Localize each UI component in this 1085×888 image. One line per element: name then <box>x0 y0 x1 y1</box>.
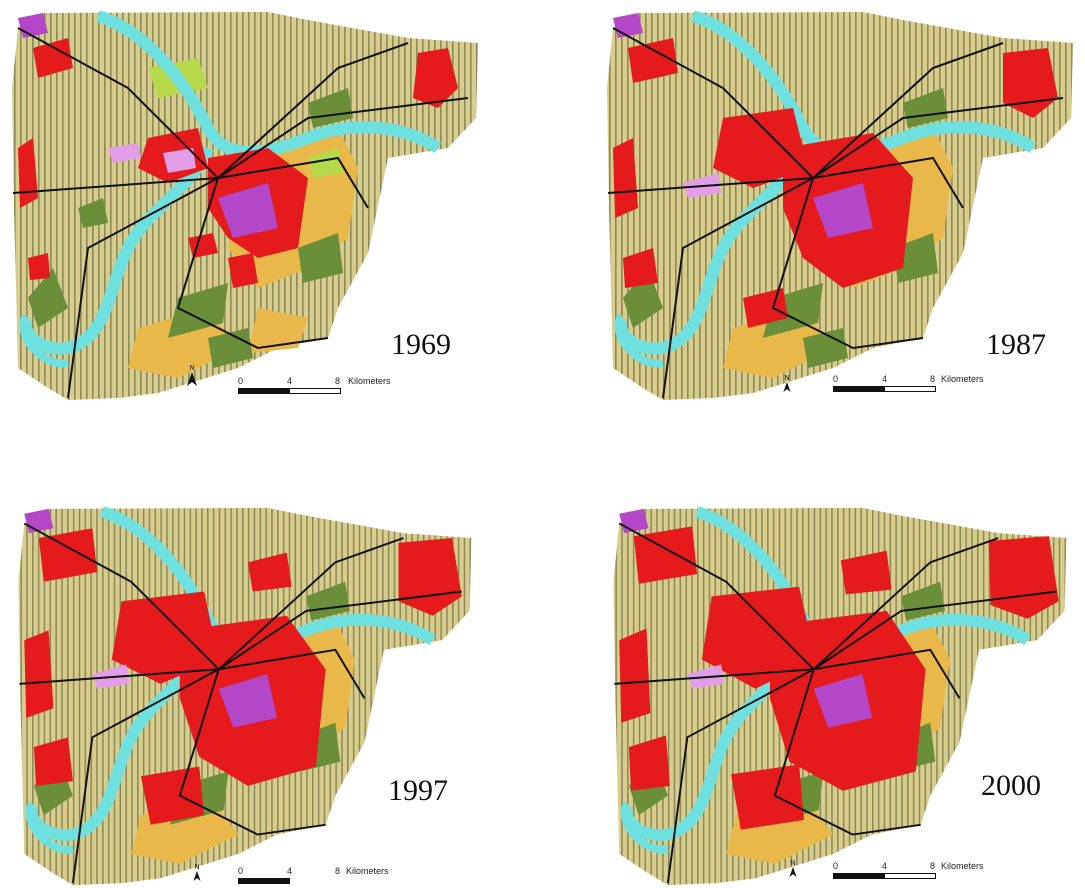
scale-unit: Kilometers <box>346 866 389 876</box>
year-label: 1997 <box>388 774 448 807</box>
scale-segment-black <box>238 388 290 394</box>
land-use-map <box>18 506 472 886</box>
north-arrow: N <box>780 375 794 392</box>
scale-tick-4: 4 <box>287 866 293 876</box>
north-arrow-icon <box>187 372 197 386</box>
scale-unit: Kilometers <box>941 374 984 384</box>
scale-bar: 0 4 8 Kilometers <box>236 866 396 888</box>
scale-segment-black <box>833 386 885 392</box>
scale-segment-black <box>238 878 290 884</box>
north-arrow: N <box>190 864 204 881</box>
north-arrow-icon <box>193 871 201 881</box>
scale-tick-8: 8 <box>335 866 341 876</box>
scale-tick-0: 0 <box>238 376 244 386</box>
scale-tick-0: 0 <box>833 861 839 871</box>
map-panel-1997: 1997 N 0 4 8 Kilometers <box>8 504 478 888</box>
road-network <box>614 522 1057 884</box>
north-arrow-icon <box>783 382 791 392</box>
scale-bar: 0 4 8 Kilometers <box>236 376 396 398</box>
road-network <box>607 27 1064 399</box>
north-label: N <box>189 365 195 372</box>
scale-bar: 0 4 8 Kilometers <box>831 374 991 396</box>
land-use-map <box>607 10 1073 400</box>
map-panel-2000: 2000 N 0 4 8 Kilometers <box>603 504 1073 888</box>
scale-tick-0: 0 <box>238 866 244 876</box>
scale-tick-8: 8 <box>930 374 936 384</box>
scale-tick-8: 8 <box>930 861 936 871</box>
scale-segment-black <box>833 873 885 879</box>
scale-segment-white <box>884 386 936 392</box>
scale-tick-4: 4 <box>882 861 888 871</box>
scale-tick-4: 4 <box>287 376 293 386</box>
forest-areas <box>28 88 353 368</box>
year-label: 2000 <box>981 769 1041 802</box>
land-use-map <box>613 506 1067 886</box>
scale-bar: 0 4 8 Kilometers <box>831 861 991 883</box>
north-label: N <box>790 860 796 867</box>
scale-tick-0: 0 <box>833 374 839 384</box>
scale-segment-white <box>289 388 341 394</box>
scale-unit: Kilometers <box>348 376 391 386</box>
north-label: N <box>194 864 200 871</box>
map-panel-1969: 1969 N 0 4 8 Kilometers <box>8 8 478 403</box>
river <box>19 10 442 355</box>
north-arrow: N <box>786 860 800 877</box>
scale-segment-white <box>884 873 936 879</box>
scale-tick-8: 8 <box>335 376 341 386</box>
north-arrow: N <box>185 365 199 386</box>
year-label: 1987 <box>986 328 1046 361</box>
road-network <box>19 522 462 884</box>
year-label: 1969 <box>391 328 451 361</box>
industrial-areas <box>24 508 278 728</box>
map-panel-1987: 1987 N 0 4 8 Kilometers <box>603 8 1073 403</box>
road-network <box>12 27 469 399</box>
scale-unit: Kilometers <box>941 861 984 871</box>
industrial-areas <box>18 13 278 238</box>
north-label: N <box>784 375 790 382</box>
scale-tick-4: 4 <box>882 374 888 384</box>
land-use-map <box>12 10 478 400</box>
north-arrow-icon <box>789 867 797 877</box>
